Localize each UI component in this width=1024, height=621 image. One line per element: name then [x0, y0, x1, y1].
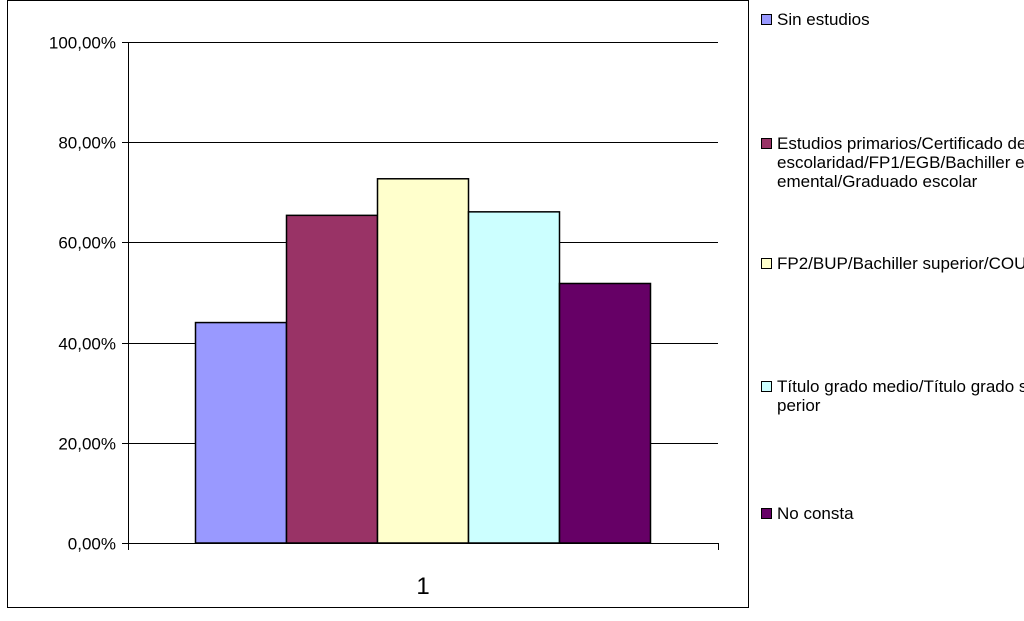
legend-item: No consta	[761, 504, 1024, 523]
y-tick-label: 100,00%	[49, 34, 116, 53]
y-tick-label: 80,00%	[58, 134, 116, 153]
legend-label: Título grado medio/Título grado superior	[777, 377, 1024, 415]
legend-item: Sin estudios	[761, 10, 1024, 29]
legend-swatch	[761, 508, 772, 519]
bar	[285, 214, 379, 544]
legend-swatch	[761, 14, 772, 25]
x-category-label: 1	[416, 573, 429, 600]
legend-label: FP2/BUP/Bachiller superior/COU	[777, 254, 1024, 273]
legend-item: FP2/BUP/Bachiller superior/COU	[761, 254, 1024, 273]
legend-item: Estudios primarios/Certificado de escola…	[761, 134, 1024, 191]
y-tick-label: 0,00%	[68, 535, 116, 554]
y-tick-label: 20,00%	[58, 435, 116, 454]
legend-label: Estudios primarios/Certificado de escola…	[777, 134, 1024, 191]
bar	[376, 178, 470, 544]
y-tick-label: 40,00%	[58, 335, 116, 354]
bar	[194, 321, 288, 544]
bar	[558, 282, 652, 544]
legend-swatch	[761, 381, 772, 392]
bar-chart: 0,00% 20,00% 40,00% 60,00% 80,00% 100,00% 1	[7, 0, 749, 608]
tick-labels: 0,00% 20,00% 40,00% 60,00% 80,00% 100,00% 1	[49, 34, 430, 601]
legend-swatch	[761, 138, 772, 149]
legend-item: Título grado medio/Título grado superior	[761, 377, 1024, 415]
legend-swatch	[761, 258, 772, 269]
legend-label: Sin estudios	[777, 10, 870, 29]
legend: Sin estudios Estudios primarios/Certifica…	[750, 0, 1024, 621]
bar	[467, 211, 561, 544]
y-tick-label: 60,00%	[58, 234, 116, 253]
bars	[194, 178, 652, 544]
legend-label: No consta	[777, 504, 854, 523]
